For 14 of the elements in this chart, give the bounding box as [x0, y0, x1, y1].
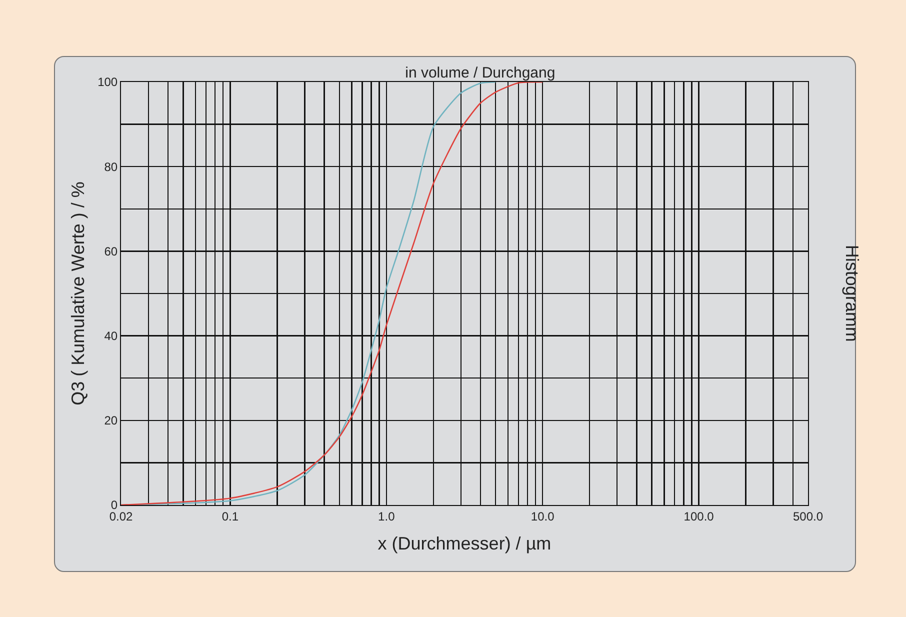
x-tick-label: 10.0 [530, 509, 555, 524]
y-axis-title: Q3 ( Kumulative Werte ) / % [68, 182, 88, 406]
y-tick-label: 20 [104, 414, 118, 428]
x-tick-label: 500.0 [792, 509, 824, 524]
y-tick-label: 60 [104, 244, 118, 258]
y-tick-label: 80 [104, 160, 118, 174]
x-tick-label: 0.1 [222, 509, 239, 524]
x-tick-label: 1.0 [378, 509, 396, 524]
y-tick-label: 40 [104, 329, 118, 343]
x-axis-title: x (Durchmesser) / µm [378, 534, 552, 554]
chart-title: in volume / Durchgang [405, 64, 556, 82]
x-tick-label: 100.0 [684, 509, 714, 524]
y-tick-label: 100 [98, 75, 118, 90]
y2-axis-title: Histogramm [842, 244, 862, 342]
